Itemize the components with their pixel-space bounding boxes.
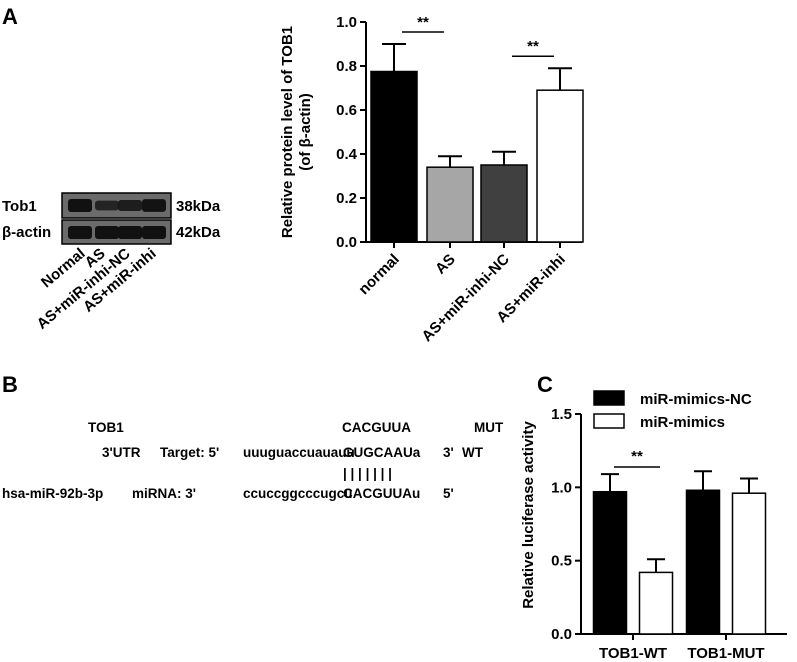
chart-c-ylabel: Relative luciferase activity <box>520 421 537 609</box>
chart-a-y-tick-label: 1.0 <box>336 14 357 31</box>
blot-band <box>95 200 119 211</box>
chart-a-significance-label: ** <box>527 38 539 55</box>
target-end: 3' <box>443 445 454 460</box>
chart-c-y-tick-label: 1.0 <box>551 479 572 496</box>
mirna-sequence-prefix: ccuccggcccugcu <box>243 486 353 501</box>
mirna-sequence-match: CACGUUAu <box>343 486 420 501</box>
blot-band <box>68 199 92 212</box>
chart-c-y-tick-label: 0.0 <box>551 626 572 643</box>
mirna-label: miRNA: 3' <box>132 486 196 501</box>
blot-band <box>142 226 166 239</box>
chart-c-legend-label: miR-mimics <box>640 414 725 431</box>
chart-a-bar <box>370 70 418 243</box>
mut-label: MUT <box>474 420 504 435</box>
chart-a-x-label: AS <box>432 251 459 278</box>
blot-band <box>68 226 92 239</box>
chart-a-x-label: normal <box>355 251 402 298</box>
chart-c-legend-swatch <box>593 413 625 429</box>
chart-a-bar <box>536 89 584 243</box>
band-size-actin: 42kDa <box>176 224 221 241</box>
target-sequence-match: GUGCAAUa <box>343 445 421 460</box>
blot-band <box>118 200 142 211</box>
chart-a-y-tick-label: 0.4 <box>336 146 358 163</box>
western-blot: Tob1 β-actin 38kDa 42kDa Normal AS AS+mi… <box>2 192 221 333</box>
mirna-name: hsa-miR-92b-3p <box>2 486 103 501</box>
chart-a-ylabel: Relative protein level of TOB1 <box>279 26 296 238</box>
gene-label: TOB1 <box>88 420 124 435</box>
chart-a-bar <box>426 166 474 243</box>
utr-label: 3'UTR <box>102 445 141 460</box>
chart-c-legend-swatch <box>593 390 625 406</box>
target-sequence-prefix: uuuguaccuauauu <box>243 445 355 460</box>
panel-c-letter: C <box>537 372 553 397</box>
chart-c-y-tick-label: 1.5 <box>551 406 572 423</box>
chart-c-legend-label: miR-mimics-NC <box>640 391 752 408</box>
wt-label: WT <box>462 445 484 460</box>
chart-c: C 0.0 0.5 1.0 1.5 ** TOB1-WT TOB1-MUT miR-mi… <box>520 372 787 662</box>
pairing-lines: | | | | | | | <box>343 466 392 481</box>
chart-a-y-tick-label: 0.8 <box>336 58 357 75</box>
panel-a-letter: A <box>2 4 18 29</box>
band-label-tob1: Tob1 <box>2 198 37 215</box>
target-label: Target: 5' <box>160 445 219 460</box>
chart-c-significance-label: ** <box>631 448 643 465</box>
panel-b: B TOB1 CACGUUA MUT 3'UTR Target: 5' uuug… <box>2 372 504 501</box>
chart-c-bar <box>638 571 674 635</box>
chart-c-y-tick-label: 0.5 <box>551 553 572 570</box>
chart-a-y-tick-label: 0.6 <box>336 102 357 119</box>
chart-a-bar <box>480 164 528 243</box>
chart-a-y-tick-label: 0.2 <box>336 190 357 207</box>
mut-sequence: CACGUUA <box>342 420 411 435</box>
blot-band <box>142 199 166 212</box>
chart-a-ylabel-2: (of β-actin) <box>297 93 314 170</box>
chart-a: 0.00.20.40.60.81.0 **** normal ASAS+miR-i… <box>279 14 584 345</box>
panel-b-letter: B <box>2 372 18 397</box>
chart-c-x-label: TOB1-MUT <box>687 645 764 662</box>
mirna-end: 5' <box>443 486 454 501</box>
blot-band <box>118 226 142 239</box>
band-label-actin: β-actin <box>2 224 51 241</box>
blot-band <box>95 226 119 239</box>
chart-c-bar <box>592 490 628 635</box>
chart-c-bar <box>731 492 767 635</box>
chart-a-y-tick-label: 0.0 <box>336 234 357 251</box>
chart-c-bar <box>685 489 721 635</box>
chart-c-x-label: TOB1-WT <box>599 645 667 662</box>
band-size-tob1: 38kDa <box>176 198 221 215</box>
chart-a-significance-label: ** <box>417 14 429 31</box>
